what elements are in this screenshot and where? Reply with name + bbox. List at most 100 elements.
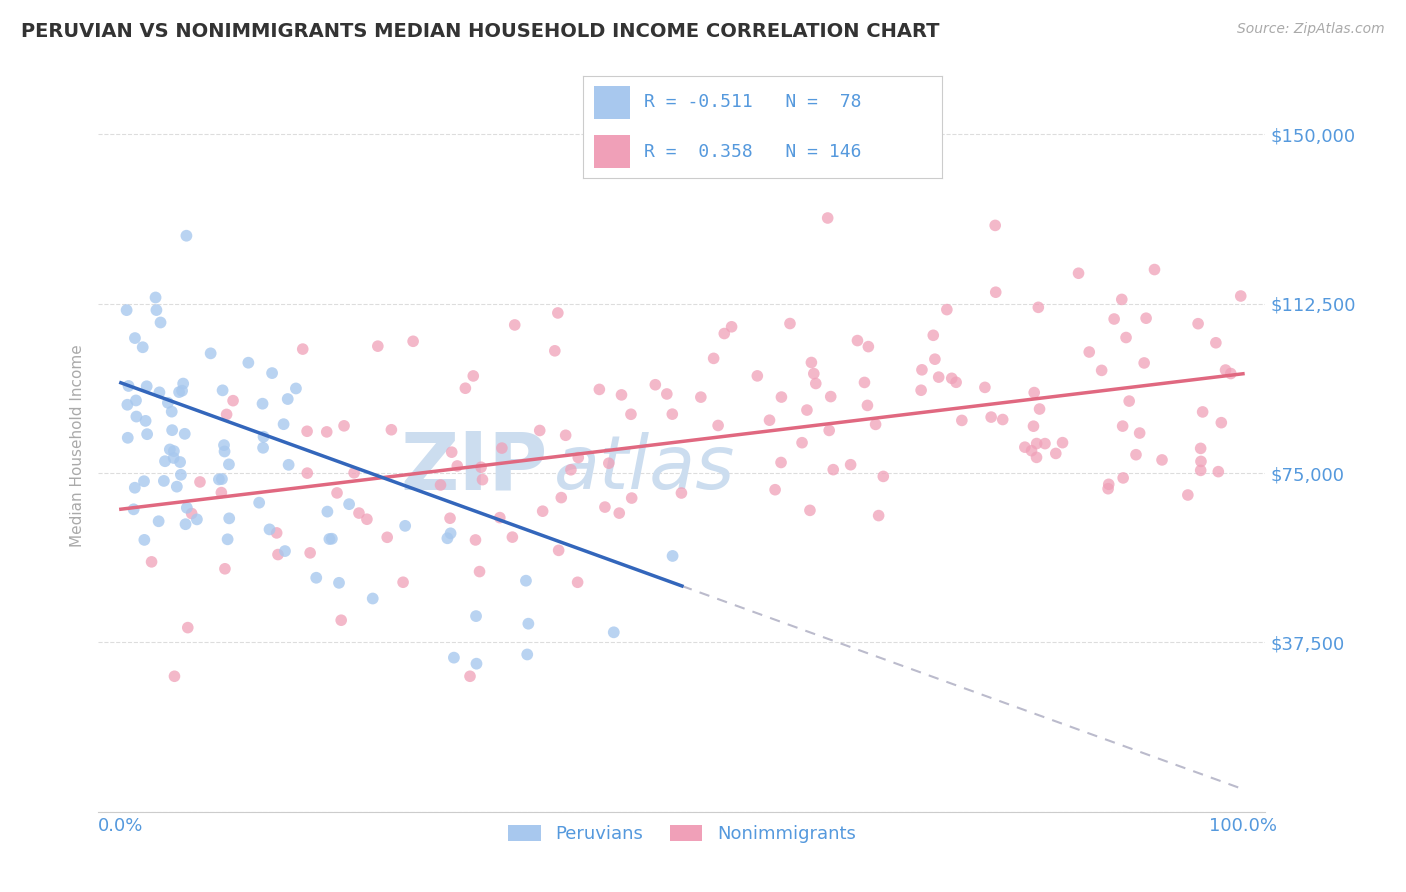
Point <box>166 480 188 494</box>
Point <box>1111 293 1133 307</box>
Point <box>703 351 725 366</box>
Bar <box>595 87 630 119</box>
Point <box>222 393 245 408</box>
Point <box>517 616 540 631</box>
Point <box>132 340 155 354</box>
Point <box>856 398 879 412</box>
Point <box>439 511 461 525</box>
Point <box>779 317 801 331</box>
Point <box>839 458 862 472</box>
Point <box>803 367 825 381</box>
Point <box>148 385 170 400</box>
Point <box>136 427 159 442</box>
Point <box>1135 311 1157 326</box>
Point <box>491 441 513 455</box>
Point <box>661 549 683 563</box>
Point <box>941 371 963 385</box>
Point <box>935 302 957 317</box>
Point <box>167 385 190 400</box>
Point <box>1021 443 1043 458</box>
Point <box>337 497 360 511</box>
Point <box>644 377 666 392</box>
Point <box>661 407 683 421</box>
Text: R =  0.358   N = 146: R = 0.358 N = 146 <box>644 143 862 161</box>
Point <box>547 306 569 320</box>
Point <box>274 544 297 558</box>
Point <box>247 496 270 510</box>
Point <box>153 474 176 488</box>
Point <box>928 370 950 384</box>
Point <box>176 500 198 515</box>
Point <box>330 613 353 627</box>
Point <box>468 565 491 579</box>
Point <box>560 463 582 477</box>
Point <box>818 424 841 438</box>
Point <box>169 455 191 469</box>
Point <box>1091 363 1114 377</box>
Point <box>211 472 233 486</box>
Point <box>443 650 465 665</box>
Point <box>1026 301 1049 315</box>
Point <box>671 486 693 500</box>
Point <box>531 504 554 518</box>
Point <box>1028 402 1050 417</box>
Point <box>817 211 839 225</box>
Point <box>910 383 932 397</box>
Point <box>209 485 232 500</box>
Point <box>273 417 295 432</box>
Point <box>588 383 610 397</box>
Point <box>1098 477 1121 491</box>
Point <box>156 396 179 410</box>
Point <box>610 388 633 402</box>
Point <box>858 340 880 354</box>
Point <box>124 331 146 345</box>
Point <box>470 460 492 475</box>
Point <box>804 376 827 391</box>
Point <box>170 384 193 398</box>
Point <box>252 430 274 444</box>
Point <box>356 512 378 526</box>
Point <box>259 522 281 536</box>
Point <box>980 410 1002 425</box>
Point <box>1097 482 1119 496</box>
Point <box>316 505 339 519</box>
Point <box>515 574 537 588</box>
Point <box>1045 446 1067 460</box>
Point <box>823 463 845 477</box>
Point <box>125 393 148 408</box>
Point <box>180 507 202 521</box>
Point <box>145 303 167 318</box>
Text: ZIP: ZIP <box>401 429 548 507</box>
Point <box>554 428 576 442</box>
Point <box>465 657 488 671</box>
Point <box>620 491 643 505</box>
Point <box>924 352 946 367</box>
Point <box>800 355 823 369</box>
Point <box>465 609 488 624</box>
Point <box>758 413 780 427</box>
Point <box>1143 262 1166 277</box>
Point <box>135 379 157 393</box>
Point <box>1129 425 1152 440</box>
Point <box>299 546 322 560</box>
Point <box>305 571 328 585</box>
Point <box>214 444 236 458</box>
Point <box>1025 436 1047 450</box>
Point <box>991 412 1014 426</box>
Point <box>1014 440 1036 454</box>
Point <box>218 458 240 472</box>
Point <box>315 425 337 439</box>
Point <box>141 555 163 569</box>
Point <box>567 450 589 465</box>
Point <box>215 408 238 422</box>
Point <box>291 342 314 356</box>
Point <box>1033 436 1056 450</box>
Point <box>367 339 389 353</box>
Point <box>1022 419 1045 434</box>
Point <box>440 445 463 459</box>
Point <box>122 502 145 516</box>
Point <box>1189 442 1212 456</box>
Point <box>392 575 415 590</box>
Point <box>328 575 350 590</box>
Point <box>218 511 240 525</box>
